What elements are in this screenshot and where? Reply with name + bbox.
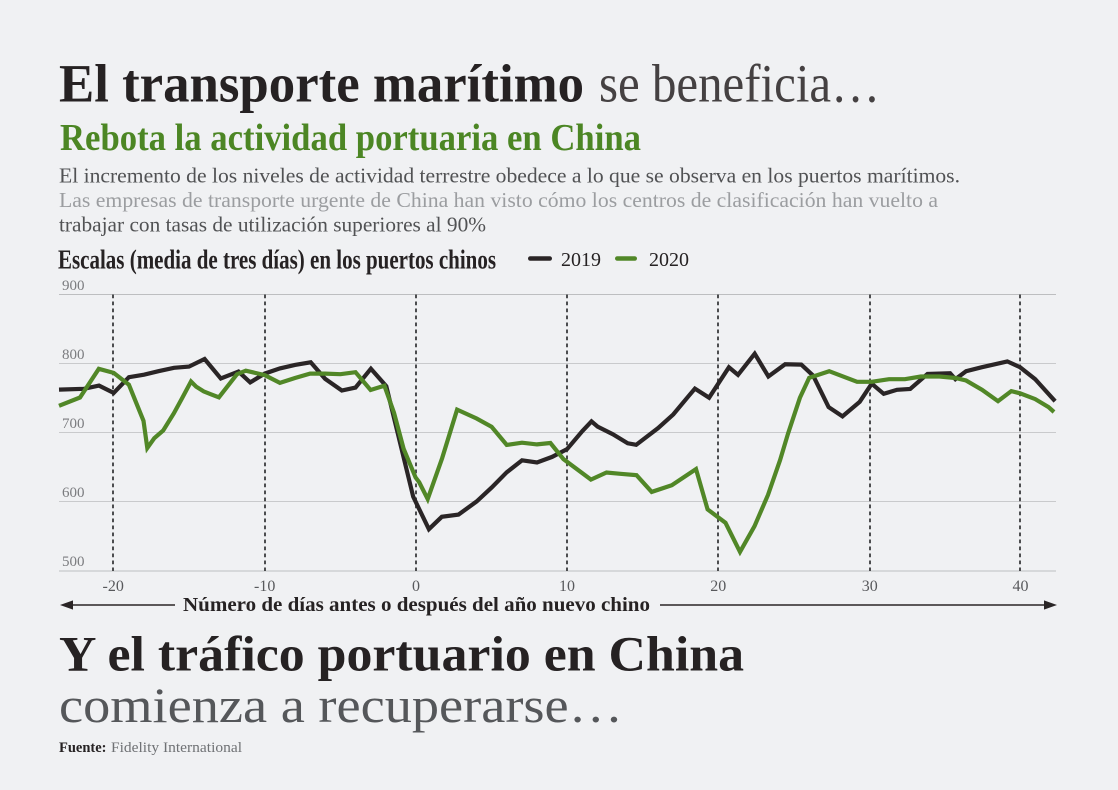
svg-text:se beneficia…: se beneficia… [599,54,880,114]
svg-text:0: 0 [412,578,420,595]
svg-text:Escalas (media de tres días) e: Escalas (media de tres días) en los puer… [58,245,496,275]
svg-text:2019: 2019 [561,249,601,271]
svg-text:10: 10 [559,578,575,595]
svg-text:900: 900 [62,278,85,294]
svg-text:700: 700 [62,416,85,432]
svg-text:Las empresas de transporte urg: Las empresas de transporte urgente de Ch… [59,188,939,212]
svg-text:800: 800 [62,347,85,363]
svg-text:El incremento de los niveles d: El incremento de los niveles de activida… [59,164,960,188]
svg-text:Número de días antes o después: Número de días antes o después del año n… [183,594,650,616]
svg-text:Rebota la actividad portuaria: Rebota la actividad portuaria en China [60,117,641,159]
svg-text:-10: -10 [254,578,275,595]
svg-text:600: 600 [62,485,85,501]
svg-text:20: 20 [710,578,726,595]
svg-text:Y el tráfico portuario en Chin: Y el tráfico portuario en China [59,625,744,681]
svg-text:El transporte marítimo: El transporte marítimo [59,54,584,114]
svg-text:-20: -20 [103,578,124,595]
svg-text:500: 500 [62,554,85,570]
svg-text:30: 30 [862,578,878,595]
svg-text:2020: 2020 [649,249,689,271]
svg-text:trabajar con tasas de utilizac: trabajar con tasas de utilización superi… [59,213,486,237]
svg-text:Fuente:: Fuente: [59,740,107,756]
svg-text:comienza a recuperarse…: comienza a recuperarse… [59,677,623,733]
svg-text:Fidelity International: Fidelity International [111,740,242,756]
svg-text:40: 40 [1013,578,1029,595]
